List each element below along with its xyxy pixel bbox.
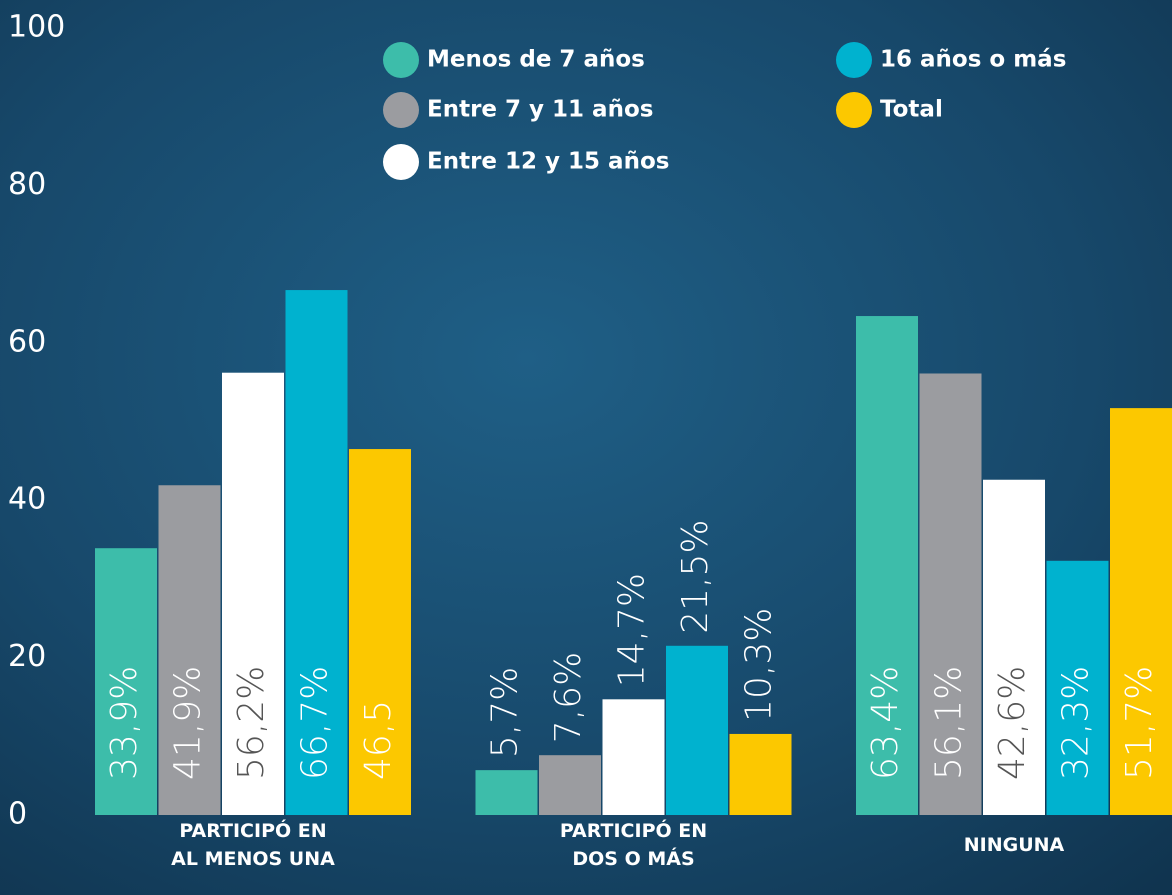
y-tick-label: 80 xyxy=(8,167,46,202)
bar xyxy=(1046,560,1109,815)
value-label: 14,7% xyxy=(612,573,653,687)
bar xyxy=(222,372,284,815)
legend-swatch xyxy=(836,42,872,78)
bar xyxy=(1110,408,1172,815)
value-label: 56,2% xyxy=(231,666,272,780)
bar xyxy=(919,373,982,815)
value-label: 46,5 xyxy=(358,700,399,780)
legend-swatch xyxy=(383,144,419,180)
value-label: 5,7% xyxy=(485,667,526,758)
legend-swatch xyxy=(836,92,872,128)
bar xyxy=(729,733,792,815)
value-label: 41,9% xyxy=(168,666,209,780)
value-label: 66,7% xyxy=(295,666,336,780)
bar xyxy=(475,770,538,815)
bar xyxy=(285,290,348,815)
legend-label: Entre 12 y 15 años xyxy=(427,149,669,175)
bar xyxy=(539,755,601,815)
legend-label: Entre 7 y 11 años xyxy=(427,97,653,123)
bar xyxy=(349,449,411,815)
bar xyxy=(856,316,918,815)
value-label: 51,7% xyxy=(1119,666,1160,780)
y-tick-label: 20 xyxy=(8,639,46,674)
bar xyxy=(666,645,728,815)
x-tick-label: PARTICIPÓ EN AL MENOS UNA xyxy=(171,818,335,870)
bar xyxy=(983,479,1045,815)
value-label: 32,3% xyxy=(1056,666,1097,780)
value-label: 63,4% xyxy=(865,666,906,780)
legend-label: Menos de 7 años xyxy=(427,47,645,73)
value-label: 21,5% xyxy=(675,519,716,633)
y-tick-label: 60 xyxy=(8,324,46,359)
y-tick-label: 0 xyxy=(8,797,27,832)
legend-label: 16 años o más xyxy=(880,47,1066,73)
value-label: 56,1% xyxy=(929,666,970,780)
x-tick-label: PARTICIPÓ EN DOS O MÁS xyxy=(560,818,707,870)
bar xyxy=(602,699,665,815)
value-label: 33,9% xyxy=(104,666,145,780)
y-tick-label: 100 xyxy=(8,10,65,45)
legend-label: Total xyxy=(880,97,943,123)
y-tick-label: 40 xyxy=(8,482,46,517)
legend-swatch xyxy=(383,42,419,78)
bar xyxy=(95,548,157,815)
value-label: 42,6% xyxy=(992,666,1033,780)
x-tick-label: NINGUNA xyxy=(964,834,1065,856)
legend-swatch xyxy=(383,92,419,128)
bar xyxy=(158,485,221,815)
value-label: 7,6% xyxy=(548,652,589,743)
value-label: 10,3% xyxy=(739,608,780,722)
